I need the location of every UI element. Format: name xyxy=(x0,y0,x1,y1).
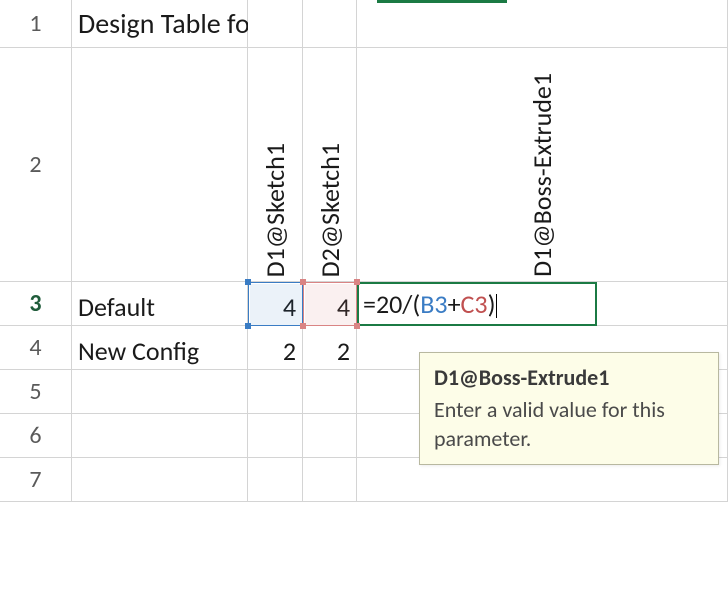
parameter-tooltip: D1@Boss-Extrude1Enter a valid value for … xyxy=(419,352,719,465)
formula-text: =20/(B3+C3) xyxy=(363,288,498,320)
cell[interactable] xyxy=(303,414,357,458)
cell[interactable] xyxy=(72,414,248,458)
cell[interactable] xyxy=(303,458,357,502)
title-cell[interactable]: Design Table for: Part3 xyxy=(72,0,248,48)
cell[interactable] xyxy=(357,0,728,48)
row-header[interactable]: 5 xyxy=(0,370,72,414)
column-header-label: D2@Sketch1 xyxy=(304,139,356,277)
row-label[interactable]: Default xyxy=(72,282,248,326)
row-header[interactable]: 1 xyxy=(0,0,72,48)
cell-ref-c3: C3 xyxy=(461,288,488,320)
cell[interactable]: D1@Sketch1 xyxy=(248,48,303,282)
cell[interactable] xyxy=(72,458,248,502)
column-header-label: D1@Sketch1 xyxy=(249,139,301,277)
row-header[interactable]: 7 xyxy=(0,458,72,502)
cell[interactable] xyxy=(248,414,303,458)
cell[interactable] xyxy=(248,0,303,48)
column-header-label: D1@Boss-Extrude1 xyxy=(516,69,568,277)
cell[interactable]: D2@Sketch1 xyxy=(303,48,357,282)
cell[interactable]: 2 xyxy=(303,326,357,370)
cell[interactable]: 4 xyxy=(248,282,303,326)
column-selection-accent xyxy=(377,0,507,3)
cell[interactable] xyxy=(303,0,357,48)
tooltip-title: D1@Boss-Extrude1 xyxy=(434,363,704,393)
text-cursor xyxy=(496,294,497,318)
row-header[interactable]: 3 xyxy=(0,282,72,326)
cell[interactable]: 2 xyxy=(248,326,303,370)
cell[interactable]: D1@Boss-Extrude1 xyxy=(357,48,728,282)
cell[interactable] xyxy=(303,370,357,414)
row-header[interactable]: 4 xyxy=(0,326,72,370)
cell[interactable] xyxy=(72,370,248,414)
formula-editing-cell[interactable]: =20/(B3+C3) xyxy=(357,282,728,326)
row-header[interactable]: 2 xyxy=(0,48,72,282)
cell[interactable] xyxy=(248,370,303,414)
cell[interactable] xyxy=(248,458,303,502)
cell[interactable]: 4 xyxy=(303,282,357,326)
row-label[interactable]: New Config xyxy=(72,326,248,370)
row-header[interactable]: 6 xyxy=(0,414,72,458)
cell-ref-b3: B3 xyxy=(420,288,447,320)
cell[interactable] xyxy=(72,48,248,282)
tooltip-body: Enter a valid value for this parameter. xyxy=(434,395,704,454)
